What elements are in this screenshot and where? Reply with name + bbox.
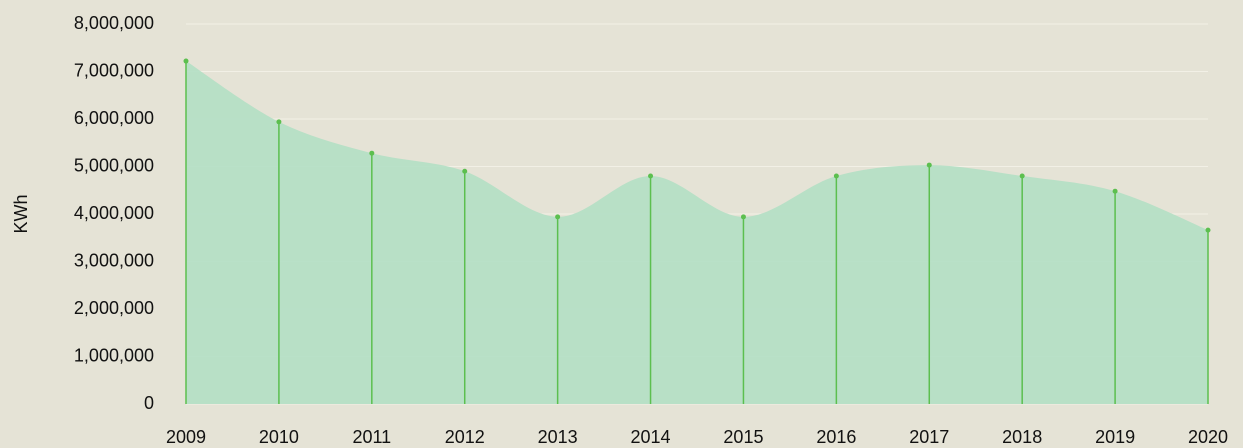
x-tick-label: 2019 bbox=[1095, 427, 1135, 447]
y-tick-label: 6,000,000 bbox=[74, 108, 154, 128]
y-tick-label: 2,000,000 bbox=[74, 298, 154, 318]
point bbox=[369, 150, 375, 156]
point bbox=[926, 162, 932, 168]
y-tick-label: 0 bbox=[144, 393, 154, 413]
point bbox=[1019, 173, 1025, 179]
x-tick-label: 2017 bbox=[909, 427, 949, 447]
x-tick-label: 2009 bbox=[166, 427, 206, 447]
area bbox=[186, 61, 1208, 405]
point bbox=[740, 214, 746, 220]
y-axis-label: KWh bbox=[11, 194, 31, 233]
y-tick-label: 3,000,000 bbox=[74, 250, 154, 270]
y-tick-label: 7,000,000 bbox=[74, 60, 154, 80]
x-tick-label: 2018 bbox=[1002, 427, 1042, 447]
point bbox=[462, 168, 468, 174]
x-tick-label: 2011 bbox=[352, 427, 391, 447]
point bbox=[833, 173, 839, 179]
point bbox=[648, 173, 654, 179]
point bbox=[1205, 227, 1211, 233]
x-tick-label: 2012 bbox=[445, 427, 485, 447]
x-tick-label: 2014 bbox=[631, 427, 671, 447]
x-tick-label: 2020 bbox=[1188, 427, 1228, 447]
x-tick-label: 2015 bbox=[723, 427, 763, 447]
x-tick-label: 2016 bbox=[816, 427, 856, 447]
x-tick-label: 2013 bbox=[538, 427, 578, 447]
point bbox=[276, 119, 282, 125]
point bbox=[183, 58, 189, 64]
point bbox=[555, 214, 561, 220]
y-tick-label: 1,000,000 bbox=[74, 345, 154, 365]
y-tick-label: 4,000,000 bbox=[74, 203, 154, 223]
point bbox=[1112, 188, 1118, 194]
y-tick-label: 5,000,000 bbox=[74, 155, 154, 175]
x-tick-label: 2010 bbox=[259, 427, 299, 447]
y-tick-label: 8,000,000 bbox=[74, 13, 154, 33]
